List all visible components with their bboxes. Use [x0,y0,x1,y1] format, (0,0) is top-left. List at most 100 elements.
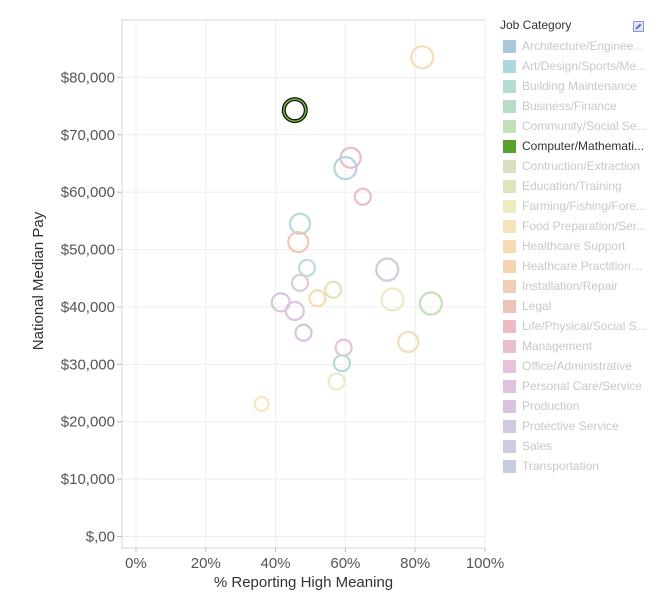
legend-swatch [503,39,516,53]
legend-item[interactable]: Protective Service [500,416,661,436]
y-tick-label: $40,000 [61,299,115,316]
legend-item[interactable]: Art/Design/Sports/Me... [500,56,661,76]
legend-item[interactable]: Sales [500,436,661,456]
x-tick-label: 100% [466,555,504,572]
legend-label: Heathcare Practitioners [522,259,647,273]
legend-item[interactable]: Transportation [500,456,661,476]
data-point[interactable] [253,395,270,413]
legend-item[interactable]: Legal [500,296,661,316]
legend-swatch [503,279,516,293]
legend-label: Contruction/Extraction [522,159,641,173]
legend-label: Community/Social Se... [522,119,647,133]
legend-item[interactable]: Contruction/Extraction [500,156,661,176]
data-point[interactable] [418,291,443,316]
legend-item[interactable]: Education/Training [500,176,661,196]
legend-item[interactable]: Building Maintenance [500,76,661,96]
legend-swatch [503,259,516,273]
legend-swatch [503,99,516,113]
gridlines [122,20,486,548]
data-point[interactable] [297,258,317,278]
legend-label: Art/Design/Sports/Me... [522,59,647,73]
legend-item[interactable]: Computer/Mathemati... [500,136,661,156]
data-point[interactable] [308,289,327,308]
legend-item[interactable]: Office/Administrative [500,356,661,376]
legend-swatch [503,299,516,313]
data-point[interactable] [410,45,435,70]
data-point[interactable] [375,257,400,282]
legend-label: Building Maintenance [522,79,637,93]
legend-title: Job Category [500,18,572,32]
data-point[interactable] [397,330,420,354]
legend-swatch [503,459,516,473]
y-tick-label: $30,000 [61,356,115,373]
y-tick-label: $60,000 [61,184,115,201]
legend-label: Sales [522,439,553,453]
legend-item[interactable]: Life/Physical/Social S... [500,316,661,336]
data-point[interactable] [380,287,405,312]
legend-swatch [503,219,516,233]
data-point[interactable] [287,231,310,254]
y-axis-title: National Median Pay [30,211,47,350]
data-point[interactable] [288,212,312,235]
edit-colors-icon[interactable] [633,21,644,32]
data-point[interactable] [290,273,310,292]
y-tick-label: $70,000 [61,127,115,144]
y-tick-label: $80,000 [61,69,115,86]
y-tick-label: $20,000 [61,414,115,431]
legend-swatch [503,339,516,353]
legend-item[interactable]: Business/Finance [500,96,661,116]
data-point[interactable] [324,280,343,299]
legend-swatch [503,179,516,193]
legend-label: Food Preparation/Ser... [522,219,647,233]
x-tick-label: 40% [261,555,291,572]
legend-swatch [503,419,516,433]
legend-item[interactable]: Healthcare Support [500,236,661,256]
data-point[interactable] [327,372,346,391]
legend-swatch [503,439,516,453]
legend-item[interactable]: Heathcare Practitioners [500,256,661,276]
legend-item[interactable]: Architecture/Enginee... [500,36,661,56]
legend-item[interactable]: Installation/Repair [500,276,661,296]
legend-label: Office/Administrative [522,359,632,373]
legend-label: Healthcare Support [522,239,626,253]
legend-label: Installation/Repair [522,279,619,293]
legend-label: Production [522,399,580,413]
legend-item[interactable]: Farming/Fishing/Fore... [500,196,661,216]
legend-item[interactable]: Management [500,336,661,356]
data-point[interactable] [284,300,305,322]
legend-label: Legal [522,299,552,313]
legend-items: Architecture/Enginee... Art/Design/Sports… [500,36,661,476]
legend-swatch [503,199,516,213]
legend-item[interactable]: Community/Social Se... [500,116,661,136]
data-point[interactable] [353,187,372,206]
plot-area [121,19,486,549]
legend-label: Personal Care/Service [522,379,643,393]
legend-swatch [503,239,516,253]
data-point-highlighted[interactable] [283,98,307,122]
legend-swatch [503,119,516,133]
data-point[interactable] [332,354,351,373]
data-points [253,45,443,413]
legend-swatch [503,399,516,413]
x-tick-label: 60% [330,555,360,572]
legend-item[interactable]: Production [500,396,661,416]
legend-swatch [503,139,516,153]
data-point[interactable] [294,323,313,342]
x-tick-label: 80% [400,555,430,572]
legend-label: Life/Physical/Social S... [522,319,647,333]
y-tick-label: $50,000 [61,242,115,259]
legend-swatch [503,319,516,333]
legend-item[interactable]: Personal Care/Service [500,376,661,396]
legend-item[interactable]: Food Preparation/Ser... [500,216,661,236]
legend-label: Management [522,339,593,353]
legend-label: Business/Finance [522,99,617,113]
legend-label: Architecture/Enginee... [522,39,644,53]
legend-swatch [503,379,516,393]
legend-swatch [503,159,516,173]
x-axis-ticks: 0% 20% 40% 60% 80% 100% [125,548,504,572]
legend-label: Education/Training [522,179,622,193]
legend-label: Computer/Mathemati... [522,139,645,153]
data-point[interactable] [333,155,358,181]
legend-label: Protective Service [522,419,619,433]
